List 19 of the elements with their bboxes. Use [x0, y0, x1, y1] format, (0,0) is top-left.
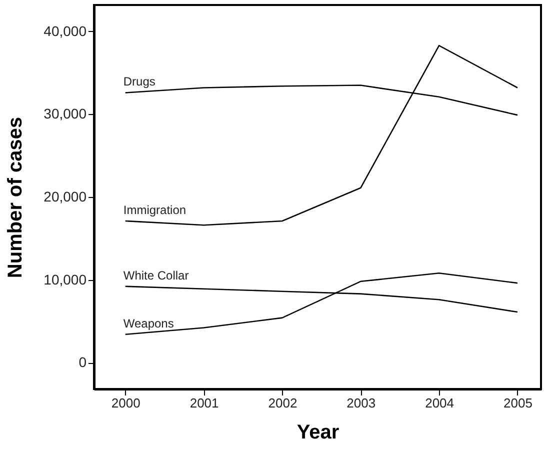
- x-axis-title: Year: [296, 422, 340, 444]
- x-tick-label: 2002: [268, 396, 298, 410]
- y-tick-label: 30,000: [44, 106, 87, 122]
- x-tick-label: 2005: [504, 396, 532, 410]
- x-tick-label: 2004: [425, 396, 454, 410]
- y-axis-title: Number of cases: [4, 116, 27, 278]
- series-label: Weapons: [123, 316, 174, 330]
- line-series: [124, 272, 518, 336]
- y-tick-label: 0: [78, 354, 87, 370]
- series-label: Immigration: [123, 203, 186, 217]
- series-label: White Collar: [123, 268, 189, 282]
- x-tick-label: 2003: [346, 396, 376, 410]
- y-tick-label: 20,000: [44, 188, 87, 204]
- series-label: Drugs: [123, 74, 156, 89]
- y-tick-label: 10,000: [44, 271, 87, 288]
- y-tick-label: 40,000: [44, 22, 87, 39]
- line-series: [124, 44, 518, 226]
- x-tick-label: 2000: [111, 396, 140, 410]
- x-tick-label: 2001: [190, 396, 219, 410]
